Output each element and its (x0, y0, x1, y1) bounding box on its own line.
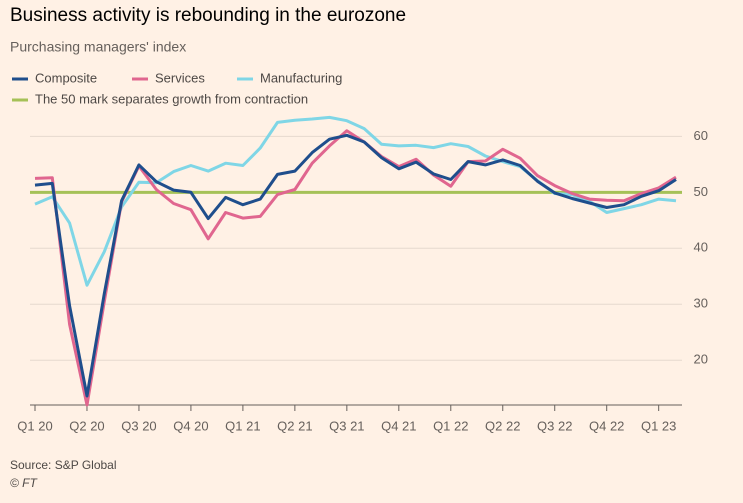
x-tick-label: Q4 22 (589, 418, 624, 433)
legend-label: The 50 mark separates growth from contra… (35, 91, 308, 106)
y-tick-label: 40 (694, 240, 708, 255)
x-tick-label: Q3 21 (329, 418, 364, 433)
series-line (34, 115, 677, 287)
x-tick-label: Q1 22 (433, 418, 468, 433)
y-tick-label: 30 (694, 296, 708, 311)
chart-title: Business activity is rebounding in the e… (10, 5, 406, 26)
x-tick-label: Q4 20 (173, 418, 208, 433)
y-tick-label: 50 (694, 184, 708, 199)
x-tick-label: Q1 23 (641, 418, 676, 433)
credit: © FT (10, 476, 39, 490)
series-line (34, 129, 677, 407)
x-tick-label: Q4 21 (381, 418, 416, 433)
y-tick-label: 60 (694, 128, 708, 143)
x-tick-label: Q1 21 (225, 418, 260, 433)
chart-subtitle: Purchasing managers' index (10, 39, 186, 55)
y-tick-label: 20 (694, 352, 708, 367)
legend-label: Composite (35, 70, 97, 85)
x-tick-label: Q2 21 (277, 418, 312, 433)
source: Source: S&P Global (10, 458, 117, 472)
x-tick-label: Q2 22 (485, 418, 520, 433)
x-tick-label: Q1 20 (17, 418, 52, 433)
x-tick-label: Q2 20 (69, 418, 104, 433)
x-tick-label: Q3 22 (537, 418, 572, 433)
series-line (34, 133, 677, 398)
x-tick-label: Q3 20 (121, 418, 156, 433)
legend-label: Services (155, 70, 205, 85)
legend-label: Manufacturing (260, 70, 342, 85)
